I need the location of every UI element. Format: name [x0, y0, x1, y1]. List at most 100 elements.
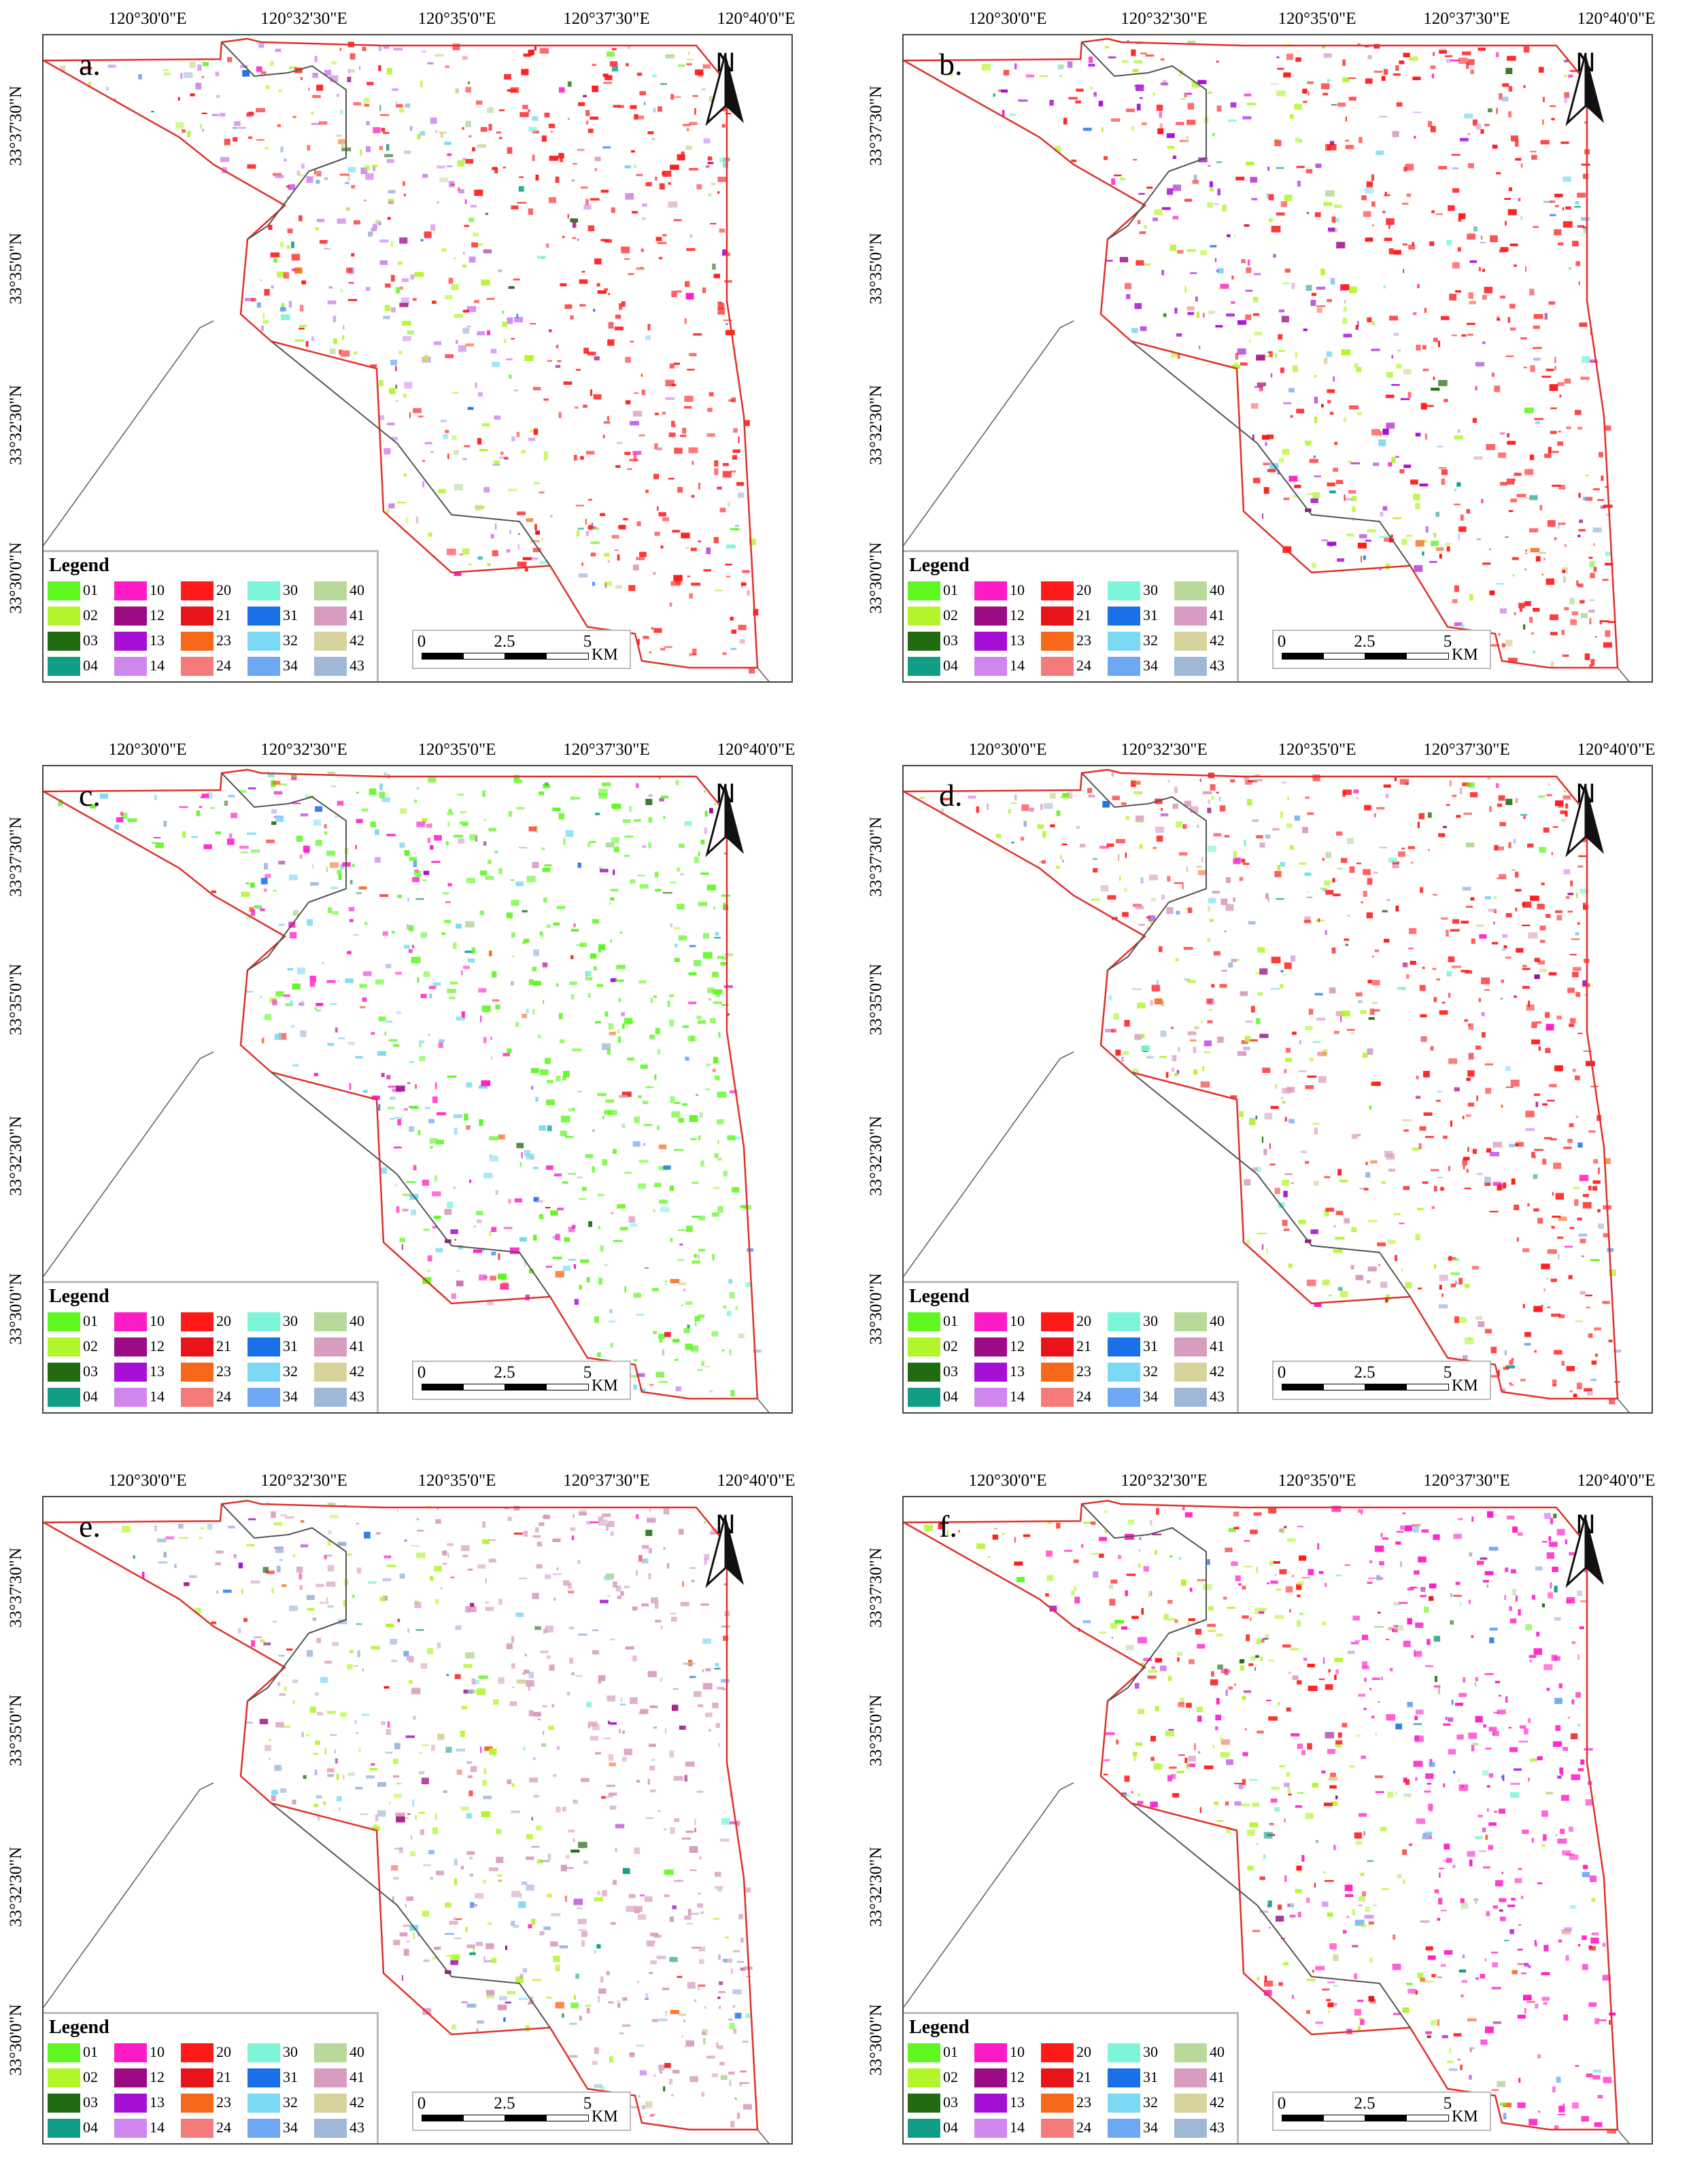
land-cover-patch [1508, 842, 1511, 849]
legend-code: 02 [943, 1337, 958, 1354]
land-cover-patch [1437, 1917, 1441, 1921]
land-cover-patch [1251, 1167, 1258, 1172]
land-cover-patch [532, 547, 541, 553]
land-cover-patch [617, 1204, 626, 1209]
land-cover-patch [475, 1210, 483, 1215]
land-cover-patch [588, 1221, 592, 1227]
land-cover-patch [1321, 1770, 1326, 1774]
land-cover-patch [1529, 528, 1539, 532]
land-cover-patch [721, 1004, 729, 1006]
land-cover-patch [1306, 2010, 1310, 2014]
legend-item: 41 [310, 2066, 377, 2089]
study-area-outline [44, 1499, 759, 2131]
land-cover-patch [280, 1514, 287, 1516]
land-cover-patch [735, 1306, 738, 1310]
land-cover-patch [396, 1816, 405, 1823]
land-cover-patch [1073, 1559, 1079, 1563]
land-cover-patch [1469, 2075, 1472, 2080]
land-cover-patch [359, 984, 367, 988]
land-cover-patch [577, 238, 579, 241]
land-cover-patch [445, 1954, 454, 1957]
land-cover-patch [1127, 1519, 1135, 1525]
land-cover-patch [1464, 114, 1473, 119]
land-cover-patch [1293, 365, 1298, 373]
land-cover-patch [1424, 1831, 1432, 1837]
land-cover-patch [659, 183, 665, 190]
legend-code: 34 [283, 1388, 298, 1405]
land-cover-patch [655, 1371, 664, 1378]
map-frame: d.NLegend0110203040021221314103132332420… [902, 765, 1653, 1414]
land-cover-patch [1186, 1763, 1196, 1767]
land-cover-patch [724, 280, 732, 283]
land-cover-patch [1305, 441, 1312, 446]
land-cover-patch [1395, 1791, 1397, 1796]
land-cover-patch [189, 61, 196, 68]
land-cover-patch [1583, 1194, 1589, 1197]
legend-title: Legend [49, 2017, 109, 2038]
scale-segment [463, 1384, 506, 1390]
land-cover-patch [485, 1578, 487, 1584]
land-cover-patch [543, 1730, 545, 1735]
land-cover-patch [477, 144, 487, 148]
land-cover-patch [478, 988, 487, 993]
land-cover-patch [1134, 303, 1142, 309]
land-cover-patch [422, 481, 425, 488]
land-cover-patch [530, 323, 536, 325]
land-cover-patch [531, 1086, 534, 1090]
land-cover-patch [1217, 1036, 1224, 1043]
north-arrow-icon [705, 783, 744, 857]
land-cover-patch [723, 319, 732, 321]
land-cover-patch [532, 966, 537, 972]
land-cover-patch [262, 1567, 269, 1573]
land-cover-patch [328, 286, 332, 289]
land-cover-patch [488, 859, 492, 864]
land-cover-patch [677, 1259, 685, 1261]
land-cover-patch [1534, 417, 1544, 420]
land-cover-patch [1475, 1677, 1478, 1682]
land-cover-patch [285, 1003, 293, 1006]
land-cover-patch [539, 48, 549, 54]
land-cover-patch [1395, 1541, 1401, 1545]
land-cover-patch [592, 2061, 598, 2065]
land-cover-patch [1552, 1379, 1557, 1386]
land-cover-patch [518, 1901, 526, 1909]
land-cover-patch [595, 1752, 601, 1755]
land-cover-patch [618, 1728, 621, 1733]
land-cover-patch [1583, 1050, 1592, 1052]
land-cover-patch [1397, 987, 1406, 990]
land-cover-patch [1608, 1340, 1613, 1343]
map-canvas [44, 1499, 770, 2143]
land-cover-patch [456, 1270, 460, 1272]
land-cover-patch [1568, 1275, 1573, 1280]
legend-code: 40 [349, 1312, 364, 1329]
land-cover-patch [1167, 780, 1170, 783]
land-cover-patch [507, 89, 517, 92]
land-cover-patch [583, 405, 587, 408]
land-cover-patch [271, 285, 274, 289]
land-cover-patch [626, 63, 629, 67]
land-cover-patch [1172, 216, 1179, 220]
land-cover-patch [1166, 907, 1174, 915]
land-cover-patch [476, 2028, 479, 2034]
land-cover-patch [515, 1976, 524, 1983]
land-cover-patch [466, 2003, 477, 2008]
land-cover-patch [1241, 259, 1246, 263]
land-cover-patch [496, 1828, 502, 1835]
land-cover-patch [1582, 980, 1588, 986]
land-cover-patch [745, 1282, 752, 1287]
land-cover-patch [201, 112, 207, 114]
legend-item: 14 [970, 655, 1037, 678]
land-cover-patch [1438, 1687, 1440, 1694]
land-cover-patch [703, 569, 711, 572]
land-cover-patch [1366, 1280, 1371, 1284]
land-cover-patch [453, 1917, 456, 1920]
land-cover-patch [1276, 56, 1280, 58]
land-cover-patch [543, 1000, 545, 1004]
land-cover-patch [452, 942, 457, 949]
land-cover-patch [349, 1082, 352, 1090]
land-cover-patch [1287, 797, 1289, 800]
land-cover-patch [717, 1119, 724, 1125]
land-cover-patch [1551, 118, 1555, 120]
land-cover-patch [1467, 233, 1475, 240]
land-cover-patch [352, 1594, 355, 1598]
